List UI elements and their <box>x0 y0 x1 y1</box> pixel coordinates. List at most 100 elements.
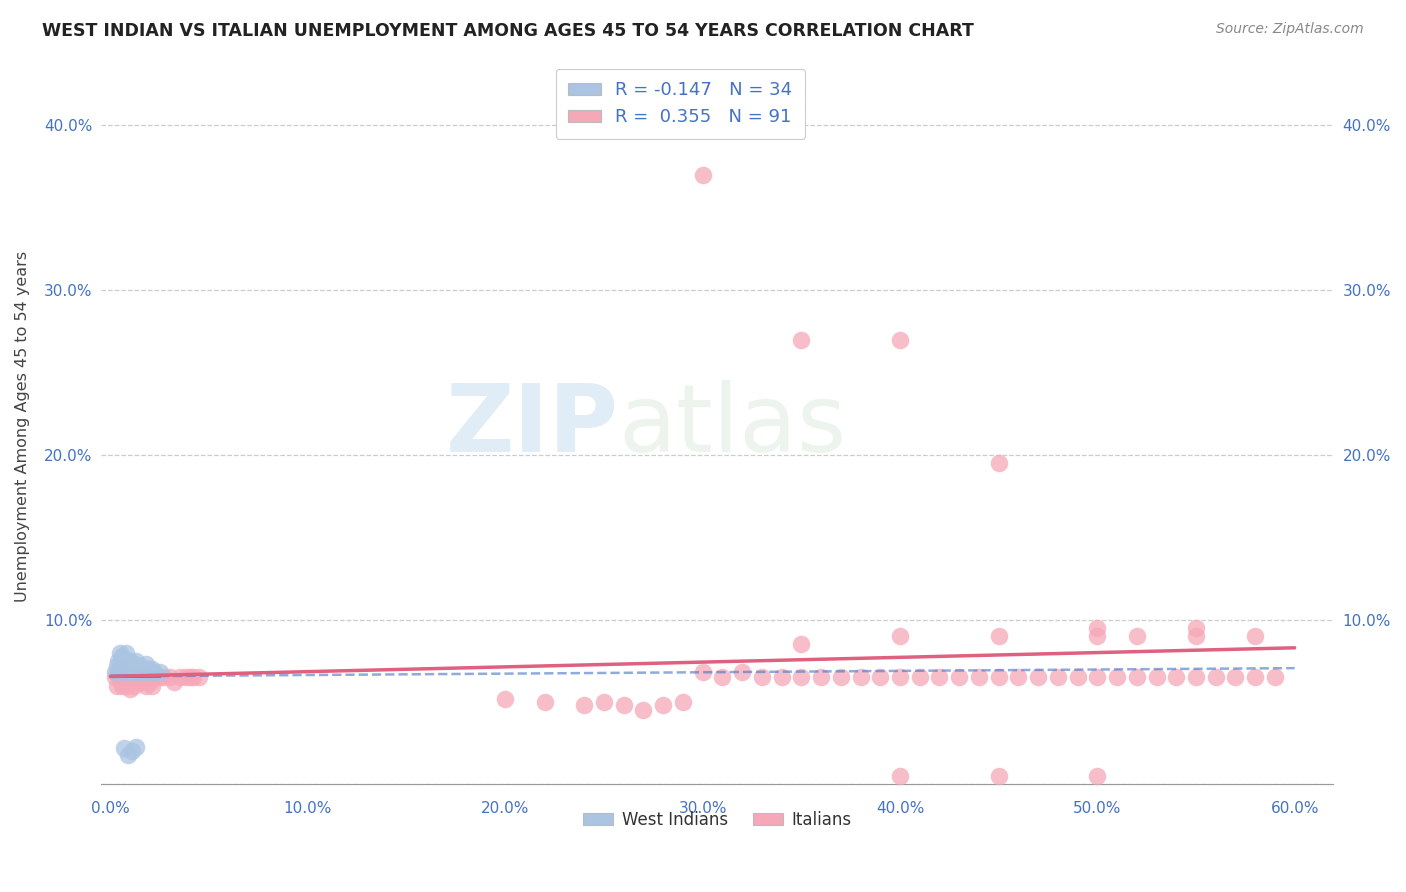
Point <box>121 658 143 673</box>
Point <box>111 675 134 690</box>
Point <box>121 670 143 684</box>
Point <box>183 670 205 684</box>
Point <box>711 670 734 684</box>
Point <box>1085 670 1108 684</box>
Point <box>125 662 148 676</box>
Point <box>633 703 655 717</box>
Point <box>1146 670 1168 684</box>
Point <box>948 670 970 684</box>
Point <box>770 670 793 684</box>
Point <box>120 654 142 668</box>
Point <box>103 665 125 680</box>
Point <box>136 662 159 676</box>
Point <box>112 741 135 756</box>
Point <box>115 658 138 673</box>
Point <box>131 662 153 676</box>
Point <box>1225 670 1247 684</box>
Point <box>141 679 163 693</box>
Point <box>1046 670 1069 684</box>
Point <box>115 679 138 693</box>
Point <box>135 679 157 693</box>
Point <box>120 662 142 676</box>
Point <box>928 670 950 684</box>
Point <box>574 698 596 713</box>
Point <box>125 654 148 668</box>
Y-axis label: Unemployment Among Ages 45 to 54 years: Unemployment Among Ages 45 to 54 years <box>15 251 30 602</box>
Point <box>889 629 911 643</box>
Point <box>115 670 138 684</box>
Point <box>111 657 134 672</box>
Point <box>1126 629 1149 643</box>
Point <box>163 675 186 690</box>
Point <box>112 654 135 668</box>
Point <box>149 665 172 680</box>
Point <box>1205 670 1227 684</box>
Point <box>103 670 125 684</box>
Point <box>112 670 135 684</box>
Point <box>494 691 516 706</box>
Point <box>134 675 156 690</box>
Text: WEST INDIAN VS ITALIAN UNEMPLOYMENT AMONG AGES 45 TO 54 YEARS CORRELATION CHART: WEST INDIAN VS ITALIAN UNEMPLOYMENT AMON… <box>42 22 974 40</box>
Point <box>125 739 148 754</box>
Point <box>122 665 145 680</box>
Point <box>120 681 142 696</box>
Point <box>105 679 128 693</box>
Point <box>1244 670 1267 684</box>
Point <box>1066 670 1088 684</box>
Point <box>112 665 135 680</box>
Point <box>115 646 138 660</box>
Point <box>110 670 132 684</box>
Point <box>127 665 149 680</box>
Point <box>188 670 211 684</box>
Point <box>111 648 134 663</box>
Point <box>174 670 197 684</box>
Point <box>533 695 555 709</box>
Point <box>889 670 911 684</box>
Point <box>129 658 152 673</box>
Point <box>692 665 714 680</box>
Point <box>593 695 616 709</box>
Point <box>1007 670 1029 684</box>
Point <box>105 658 128 673</box>
Point <box>117 675 139 690</box>
Point <box>159 670 181 684</box>
Point <box>967 670 990 684</box>
Point <box>122 675 145 690</box>
Point <box>139 675 162 690</box>
Point <box>1107 670 1129 684</box>
Point <box>1185 621 1208 635</box>
Point <box>127 670 149 684</box>
Point <box>107 665 129 680</box>
Point <box>131 670 153 684</box>
Point <box>135 657 157 672</box>
Text: Source: ZipAtlas.com: Source: ZipAtlas.com <box>1216 22 1364 37</box>
Point <box>790 670 813 684</box>
Point <box>987 456 1010 470</box>
Text: atlas: atlas <box>619 380 846 472</box>
Point <box>987 629 1010 643</box>
Point <box>889 333 911 347</box>
Point <box>111 679 134 693</box>
Point <box>117 747 139 762</box>
Point <box>1085 629 1108 643</box>
Text: ZIP: ZIP <box>446 380 619 472</box>
Point <box>790 333 813 347</box>
Point <box>1166 670 1188 684</box>
Point <box>1185 629 1208 643</box>
Point <box>107 654 129 668</box>
Point <box>692 168 714 182</box>
Point <box>987 670 1010 684</box>
Point <box>1264 670 1286 684</box>
Point <box>122 679 145 693</box>
Point <box>112 665 135 680</box>
Point <box>129 675 152 690</box>
Point <box>134 665 156 680</box>
Point <box>153 670 176 684</box>
Point <box>149 670 172 684</box>
Point <box>110 662 132 676</box>
Point <box>136 670 159 684</box>
Point <box>143 665 166 680</box>
Point <box>120 670 142 684</box>
Point <box>869 670 891 684</box>
Point <box>1085 769 1108 783</box>
